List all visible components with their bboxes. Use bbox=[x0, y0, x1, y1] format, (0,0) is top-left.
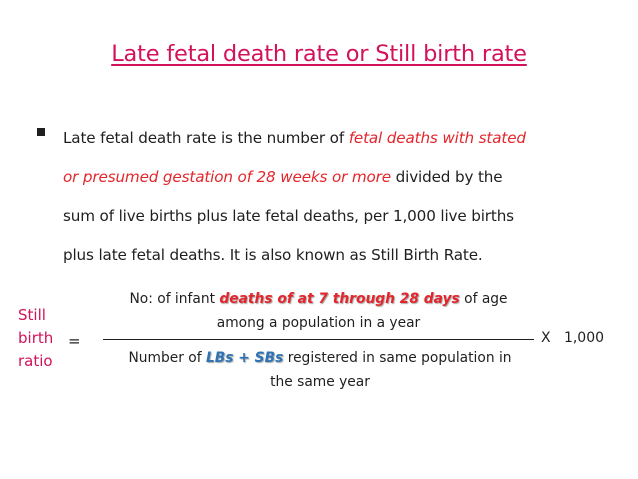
definition-paragraph: Late fetal death rate is the number of f… bbox=[63, 119, 608, 275]
formula-denominator: Number of LBs + SBs registered in same p… bbox=[95, 346, 545, 394]
denominator-emphasis: LBs + SBs bbox=[205, 350, 284, 366]
definition-text: Late fetal death rate is the number of bbox=[63, 129, 349, 147]
denominator-line-1: Number of LBs + SBs registered in same p… bbox=[95, 346, 545, 370]
formula-label-line: birth bbox=[18, 329, 54, 347]
definition-emphasis: or presumed gestation of 28 weeks or mor… bbox=[63, 168, 391, 186]
definition-line-4: plus late fetal deaths. It is also known… bbox=[63, 246, 483, 264]
multiplier-text: X 1,000 bbox=[541, 330, 605, 346]
definition-emphasis: fetal deaths with stated bbox=[348, 129, 526, 147]
formula-label-line: Still bbox=[18, 306, 46, 324]
numerator-prefix: No: of infant bbox=[129, 291, 220, 307]
numerator-line-1: No: of infant deaths of at 7 through 28 … bbox=[103, 287, 534, 311]
numerator-emphasis: deaths of at 7 through 28 days bbox=[219, 291, 460, 307]
formula-label-line: ratio bbox=[18, 352, 53, 370]
multiplier: X 1,000 bbox=[541, 330, 604, 346]
slide-title: Late fetal death rate or Still birth rat… bbox=[111, 41, 527, 67]
square-bullet-icon bbox=[37, 128, 45, 136]
equals-sign: = bbox=[68, 332, 81, 350]
denominator-line-2: the same year bbox=[270, 374, 370, 390]
denominator-prefix: Number of bbox=[128, 350, 206, 366]
denominator-suffix: registered in same population in bbox=[283, 350, 512, 366]
numerator-line-2: among a population in a year bbox=[216, 315, 421, 331]
formula-numerator: No: of infant deaths of at 7 through 28 … bbox=[103, 287, 534, 335]
formula-label: Still birth ratio bbox=[18, 304, 53, 373]
numerator-suffix: of age bbox=[459, 291, 508, 307]
definition-line-3: sum of live births plus late fetal death… bbox=[63, 207, 514, 225]
definition-line-1: Late fetal death rate is the number of f… bbox=[63, 119, 608, 158]
definition-text: divided by the bbox=[390, 168, 503, 186]
fraction-bar bbox=[103, 339, 534, 340]
definition-line-2: or presumed gestation of 28 weeks or mor… bbox=[63, 158, 608, 197]
